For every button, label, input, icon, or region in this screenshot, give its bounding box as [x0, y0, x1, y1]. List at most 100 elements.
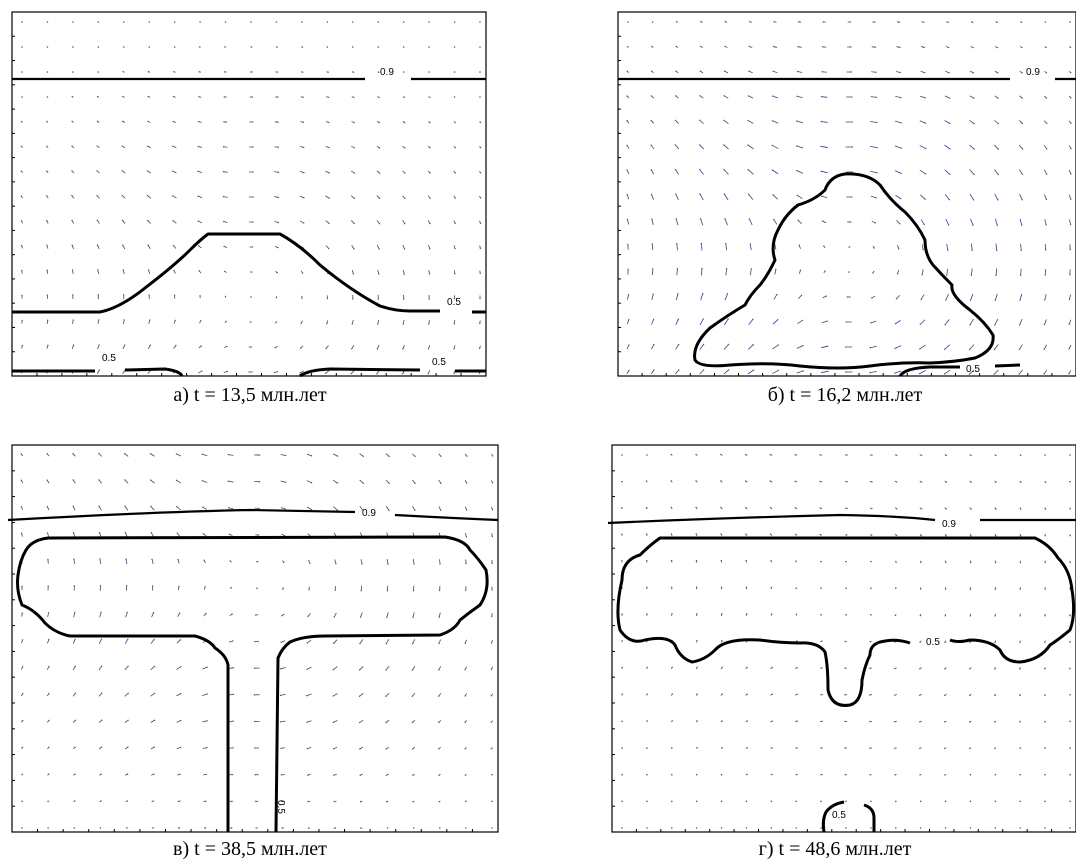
- vector-tip: [232, 640, 234, 642]
- vector-tip: [172, 120, 174, 123]
- vector-tip: [411, 642, 414, 645]
- vector-arrow: [921, 269, 924, 275]
- vector-tip: [670, 506, 673, 509]
- vector-arrow: [946, 268, 949, 276]
- vector-tip: [898, 248, 900, 250]
- vector-arrow: [651, 319, 654, 325]
- vector-tip: [147, 120, 149, 123]
- vector-tip: [844, 694, 846, 696]
- vector-tip: [846, 480, 848, 483]
- vector-tip: [152, 611, 155, 614]
- vector-tip: [175, 344, 177, 347]
- vector-tip: [1070, 97, 1072, 99]
- vector-tip: [898, 21, 901, 23]
- vector-tip: [479, 222, 482, 224]
- vector-tip: [251, 121, 254, 123]
- vector-tip: [821, 747, 823, 749]
- vector-tip: [479, 297, 481, 300]
- vector-tip: [427, 348, 430, 350]
- vector-tip: [177, 558, 179, 561]
- vector-tip: [174, 319, 176, 322]
- vector-tip: [621, 613, 623, 615]
- vector-arrow: [820, 371, 828, 373]
- vector-tip: [100, 746, 103, 748]
- vector-arrow: [797, 195, 803, 199]
- vector-tip: [46, 219, 48, 222]
- vector-arrow: [280, 693, 286, 696]
- vector-tip: [1021, 148, 1024, 150]
- vector-tip: [821, 640, 823, 642]
- vector-tip: [796, 640, 798, 642]
- vector-tip: [153, 692, 156, 695]
- vector-tip: [972, 224, 974, 226]
- vector-tip: [99, 584, 102, 587]
- vector-tip: [671, 613, 673, 615]
- vector-dot: [46, 71, 49, 73]
- vector-arrow: [438, 639, 441, 644]
- vector-tip: [996, 21, 998, 24]
- vector-arrow: [676, 243, 678, 251]
- vector-tip: [20, 532, 23, 534]
- vector-tip: [723, 193, 726, 195]
- vector-dot: [465, 827, 467, 829]
- vector-tip: [96, 194, 98, 197]
- vector-tip: [378, 273, 380, 275]
- vector-tip: [970, 274, 973, 277]
- vector-dot: [627, 21, 629, 23]
- vector-tip: [949, 122, 951, 125]
- vector-tip: [869, 774, 871, 776]
- contour-upper-c: [7, 508, 499, 522]
- vector-arrow: [995, 243, 998, 251]
- vector-tip: [411, 721, 414, 724]
- vector-tip: [100, 638, 103, 640]
- vector-tip: [769, 506, 772, 509]
- vector-dot: [795, 800, 798, 803]
- vector-tip: [464, 668, 466, 671]
- vector-tip: [1069, 46, 1072, 49]
- vector-tip: [350, 372, 353, 375]
- vector-tip: [378, 248, 380, 250]
- vector-arrow: [325, 195, 330, 199]
- vector-arrow: [944, 95, 950, 99]
- vector-dot: [453, 21, 456, 23]
- vector-tip: [96, 120, 99, 123]
- vector-tip: [698, 144, 701, 146]
- vector-arrow: [280, 454, 286, 456]
- vector-dot: [621, 720, 623, 723]
- vector-arrow: [796, 170, 804, 174]
- vector-arrow: [333, 612, 337, 618]
- vector-tip: [404, 197, 406, 200]
- vector-tip: [945, 508, 948, 510]
- vector-tip: [627, 268, 629, 271]
- vector-tip: [994, 668, 996, 670]
- vector-tip: [850, 221, 852, 223]
- vector-tip: [198, 96, 200, 98]
- vector-tip: [924, 122, 927, 124]
- vector-tip: [71, 120, 73, 123]
- vector-arrow: [749, 268, 752, 276]
- vector-arrow: [994, 369, 999, 375]
- vector-tip: [201, 506, 204, 508]
- vector-dot: [377, 46, 380, 48]
- vector-tip: [281, 615, 283, 617]
- vector-tip: [453, 347, 455, 350]
- vector-tip: [674, 144, 677, 146]
- vector-tip: [198, 245, 200, 247]
- vector-arrow: [920, 294, 925, 300]
- vector-tip: [46, 120, 48, 123]
- vector-tip: [678, 369, 680, 371]
- vector-tip: [353, 172, 356, 174]
- vector-tip: [20, 453, 23, 455]
- vector-dot: [820, 614, 822, 616]
- vector-tip: [352, 273, 355, 275]
- vector-tip: [1044, 249, 1047, 251]
- vector-arrow: [772, 169, 779, 175]
- vector-tip: [72, 505, 74, 508]
- vector-tip: [970, 561, 972, 564]
- vector-arrow: [796, 370, 804, 374]
- vector-dot: [820, 800, 822, 803]
- vector-arrow: [994, 318, 999, 326]
- vector-tip: [621, 560, 623, 562]
- vector-tip: [72, 319, 74, 321]
- vector-tip: [700, 20, 702, 23]
